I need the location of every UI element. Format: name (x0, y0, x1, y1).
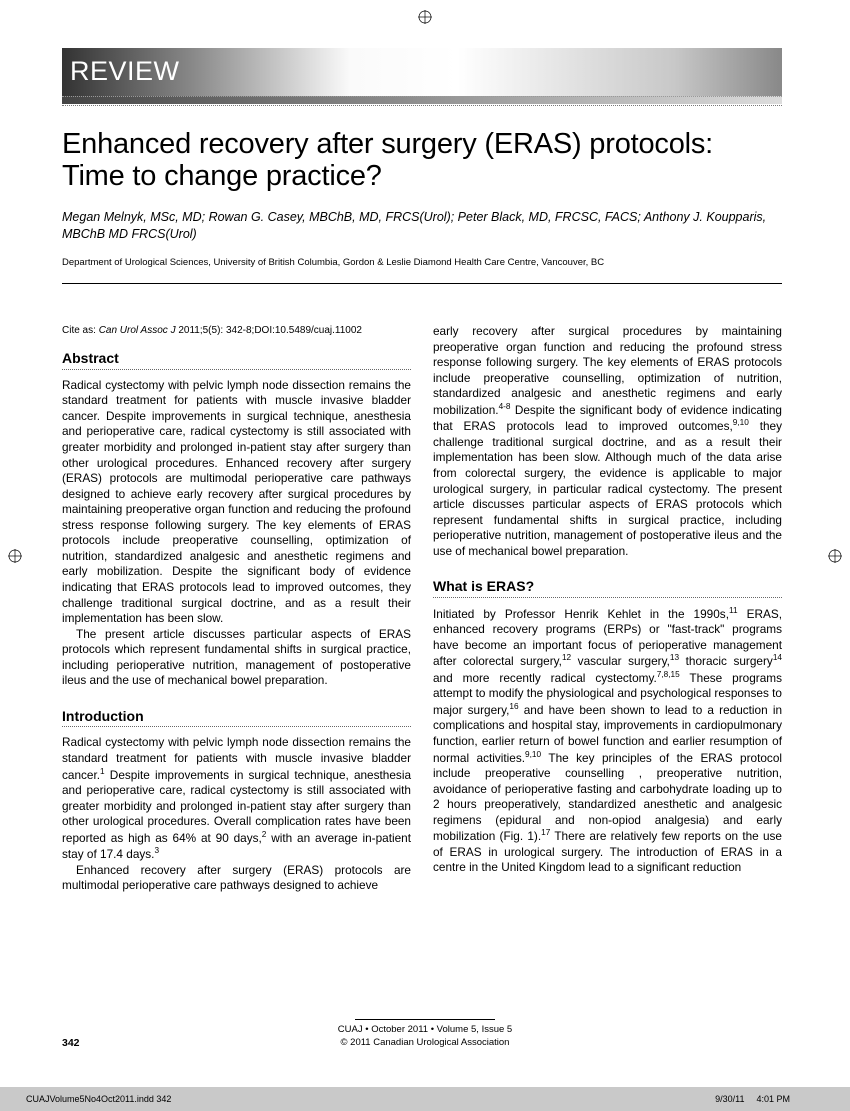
abstract-p1: Radical cystectomy with pelvic lymph nod… (62, 378, 411, 627)
title-line-2: Time to change practice? (62, 160, 382, 192)
affiliation: Department of Urological Sciences, Unive… (62, 257, 782, 269)
print-date: 9/30/11 (715, 1094, 744, 1104)
dotted-rule (62, 369, 411, 370)
title-rule (62, 283, 782, 284)
what-is-eras-heading: What is ERAS? (433, 577, 782, 595)
crop-mark-top-icon (418, 10, 432, 24)
citation: Cite as: Can Urol Assoc J 2011;5(5): 342… (62, 324, 411, 337)
intro-p1: Radical cystectomy with pelvic lymph nod… (62, 735, 411, 862)
review-label: REVIEW (70, 56, 180, 87)
print-info-bar: CUAJVolume5No4Oct2011.indd 342 9/30/11 4… (0, 1087, 850, 1111)
what-is-eras-p1: Initiated by Professor Henrik Kehlet in … (433, 606, 782, 876)
continuation-para: early recovery after surgical procedures… (433, 324, 782, 559)
crop-mark-right-icon (828, 549, 842, 563)
title-line-1: Enhanced recovery after surgery (ERAS) p… (62, 128, 713, 160)
article-title: Enhanced recovery after surgery (ERAS) p… (62, 128, 782, 193)
print-filename: CUAJVolume5No4Oct2011.indd 342 (26, 1094, 171, 1104)
abstract-heading: Abstract (62, 349, 411, 367)
right-column: early recovery after surgical procedures… (433, 324, 782, 894)
review-banner: REVIEW (62, 48, 782, 106)
authors: Megan Melnyk, MSc, MD; Rowan G. Casey, M… (62, 209, 782, 243)
footer-line2: © 2011 Canadian Urological Association (0, 1037, 850, 1049)
intro-p2: Enhanced recovery after surgery (ERAS) p… (62, 863, 411, 894)
introduction-heading: Introduction (62, 707, 411, 725)
abstract-p2: The present article discusses particular… (62, 627, 411, 689)
crop-mark-left-icon (8, 549, 22, 563)
dotted-rule (62, 726, 411, 727)
left-column: Cite as: Can Urol Assoc J 2011;5(5): 342… (62, 324, 411, 894)
footer-line1: CUAJ • October 2011 • Volume 5, Issue 5 (0, 1024, 850, 1036)
dotted-rule (433, 597, 782, 598)
print-time: 4:01 PM (756, 1094, 790, 1104)
footer: CUAJ • October 2011 • Volume 5, Issue 5 … (0, 1019, 850, 1049)
